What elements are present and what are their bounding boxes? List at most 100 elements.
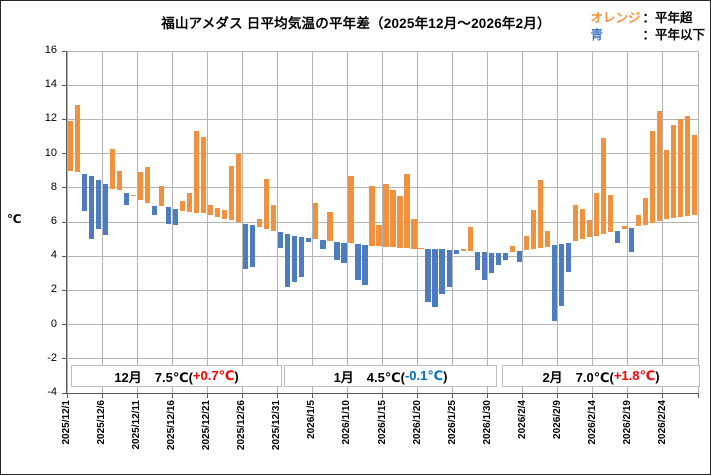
bar-above-normal bbox=[642, 198, 648, 225]
y-tick-label: 0 bbox=[50, 317, 57, 330]
bar-above-normal bbox=[180, 201, 186, 211]
bar-above-normal bbox=[530, 210, 536, 250]
x-gridline bbox=[592, 51, 594, 393]
y-tick-mark bbox=[62, 289, 67, 291]
bar-below-normal bbox=[628, 227, 634, 252]
x-tick-mark bbox=[557, 393, 559, 398]
bar-below-normal bbox=[551, 245, 557, 322]
x-tick-label: 2025/12/1 bbox=[61, 400, 72, 445]
bar-below-normal bbox=[453, 250, 459, 255]
legend: オレンジ ：平年超 青 ：平年以下 bbox=[590, 10, 705, 44]
x-tick-mark bbox=[171, 393, 173, 398]
bar-below-normal bbox=[425, 249, 431, 303]
x-tick-mark bbox=[136, 393, 138, 398]
y-tick-mark bbox=[62, 221, 67, 223]
legend-orange-desc: ：平年超 bbox=[642, 11, 693, 25]
y-tick-mark bbox=[62, 324, 67, 326]
bar-above-normal bbox=[467, 227, 473, 252]
monthly-mean-text-close: ) bbox=[655, 368, 660, 384]
bar-above-normal bbox=[138, 172, 144, 200]
monthly-anomaly-value: +1.8℃ bbox=[613, 368, 656, 383]
x-tick-label: 2026/1/15 bbox=[376, 400, 388, 445]
bar-below-normal bbox=[495, 252, 501, 265]
y-tick-label: 8 bbox=[50, 180, 57, 193]
bar-above-normal bbox=[271, 204, 277, 231]
bar-above-normal bbox=[537, 180, 543, 248]
x-gridline bbox=[557, 51, 559, 393]
x-tick-label: 2026/2/4 bbox=[516, 400, 528, 439]
y-tick-label: 10 bbox=[44, 146, 57, 159]
x-gridline bbox=[206, 51, 208, 393]
bar-below-normal bbox=[362, 245, 368, 286]
bar-below-normal bbox=[292, 235, 298, 282]
bar-above-normal bbox=[327, 211, 333, 241]
y-tick-label: 12 bbox=[44, 112, 57, 125]
bar-below-normal bbox=[432, 249, 438, 308]
x-tick-label: 2025/12/31 bbox=[271, 400, 283, 451]
bar-above-normal bbox=[586, 220, 592, 238]
x-gridline bbox=[452, 51, 454, 393]
monthly-mean-text: 2月 7.0℃( bbox=[542, 369, 614, 385]
bar-above-normal bbox=[67, 121, 74, 171]
bar-above-normal bbox=[600, 138, 606, 234]
bar-above-normal bbox=[460, 248, 466, 252]
bar-below-normal bbox=[88, 175, 95, 240]
monthly-anomaly-value: +0.7℃ bbox=[192, 368, 235, 383]
bar-below-normal bbox=[285, 233, 291, 287]
monthly-mean-text: 12月 7.5℃( bbox=[114, 369, 193, 385]
x-gridline bbox=[627, 51, 629, 393]
bar-below-normal bbox=[481, 251, 487, 281]
bar-above-normal bbox=[348, 175, 354, 244]
bar-above-normal bbox=[684, 115, 691, 216]
bar-below-normal bbox=[341, 242, 347, 264]
x-tick-mark bbox=[522, 393, 524, 398]
legend-orange-label: オレンジ bbox=[590, 11, 641, 25]
y-tick-label: 6 bbox=[50, 215, 57, 227]
y-tick-mark bbox=[62, 255, 67, 257]
x-tick-mark bbox=[241, 393, 243, 398]
y-tick-label: 4 bbox=[50, 249, 57, 262]
x-tick-label: 2026/1/30 bbox=[481, 400, 493, 445]
bar-above-normal bbox=[201, 136, 207, 214]
bar-above-normal bbox=[390, 189, 396, 247]
bar-below-normal bbox=[502, 252, 508, 260]
x-tick-mark bbox=[452, 393, 454, 398]
x-gridline bbox=[66, 51, 68, 393]
bar-below-normal bbox=[299, 237, 305, 277]
bar-above-normal bbox=[663, 150, 670, 220]
bar-above-normal bbox=[649, 131, 656, 223]
monthly-summary-box: 2月 7.0℃(+1.8℃) bbox=[502, 365, 700, 387]
monthly-summary-box: 1月 4.5℃(-0.1℃) bbox=[284, 365, 497, 387]
x-tick-mark bbox=[662, 393, 664, 398]
y-tick-mark bbox=[62, 153, 67, 155]
x-tick-label: 2025/12/6 bbox=[96, 400, 108, 445]
y-tick-label: 14 bbox=[44, 78, 57, 91]
y-tick-mark bbox=[62, 358, 67, 360]
y-tick-mark bbox=[62, 392, 67, 394]
x-gridline bbox=[697, 51, 699, 393]
bar-above-normal bbox=[404, 174, 410, 248]
bar-above-normal bbox=[131, 194, 137, 197]
x-tick-label: 2025/12/21 bbox=[201, 400, 213, 451]
bar-below-normal bbox=[166, 207, 172, 224]
bar-below-normal bbox=[474, 251, 480, 270]
bar-above-normal bbox=[621, 226, 627, 229]
bar-below-normal bbox=[278, 232, 284, 248]
x-tick-label: 2026/2/14 bbox=[586, 400, 598, 445]
x-tick-label: 2026/1/10 bbox=[341, 400, 353, 445]
bar-above-normal bbox=[383, 184, 389, 247]
bar-above-normal bbox=[376, 225, 382, 246]
bar-below-normal bbox=[320, 239, 326, 250]
bar-below-normal bbox=[355, 244, 361, 281]
bar-above-normal bbox=[145, 167, 151, 204]
bar-above-normal bbox=[236, 153, 242, 222]
x-tick-mark bbox=[311, 393, 313, 398]
bar-above-normal bbox=[257, 218, 263, 228]
x-gridline bbox=[311, 51, 313, 393]
x-tick-mark bbox=[487, 393, 489, 398]
bar-below-normal bbox=[173, 209, 179, 226]
bar-below-normal bbox=[95, 180, 102, 229]
y-tick-mark bbox=[62, 118, 67, 120]
